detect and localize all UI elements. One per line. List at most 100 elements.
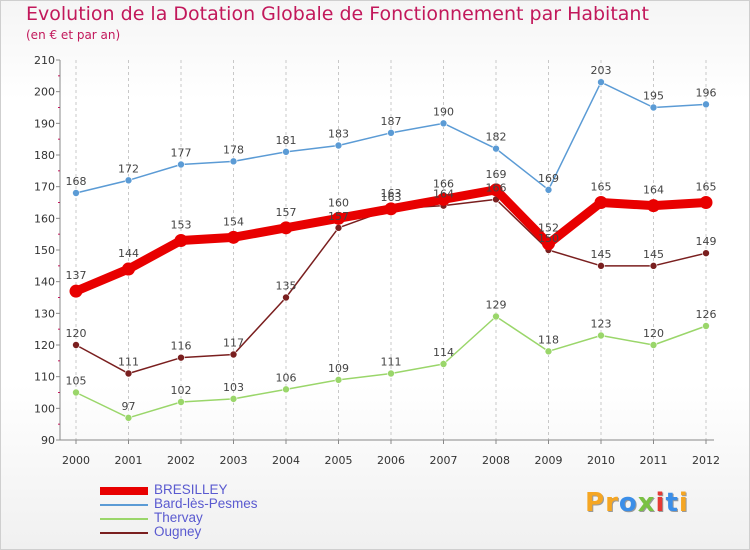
legend-label: Thervay [154, 510, 203, 525]
x-tick-label: 2006 [377, 454, 405, 467]
y-tick-label: 100 [34, 402, 55, 415]
y-tick-label: 160 [34, 212, 55, 225]
data-point-ougney [124, 369, 133, 378]
data-label-bresilley: 166 [433, 177, 454, 190]
y-tick-label: 170 [34, 181, 55, 194]
legend-label: Ougney [154, 524, 202, 539]
x-tick-label: 2005 [325, 454, 353, 467]
data-point-bresilley [122, 262, 135, 276]
data-label-bresilley: 164 [643, 184, 664, 197]
data-label-ougney: 166 [486, 181, 507, 194]
data-label-thervay: 126 [696, 308, 717, 321]
legend-swatch [100, 504, 148, 506]
x-tick-label: 2009 [535, 454, 563, 467]
data-label-thervay: 123 [591, 318, 612, 331]
data-label-ougney: 145 [643, 248, 664, 261]
data-label-bard-l-s-pesmes: 195 [643, 90, 664, 103]
data-label-thervay: 120 [643, 327, 664, 340]
legend-swatch [100, 518, 148, 520]
data-point-bresilley [699, 196, 713, 209]
data-point-bresilley [384, 202, 398, 216]
data-point-bresilley [69, 284, 83, 298]
data-label-bard-l-s-pesmes: 177 [171, 147, 192, 160]
data-point-ougney [72, 341, 80, 349]
legend-item-thervay: Thervay [100, 510, 350, 526]
data-label-bard-l-s-pesmes: 172 [118, 162, 139, 175]
y-tick-label: 150 [34, 244, 55, 257]
y-tick-label: 130 [34, 307, 55, 320]
y-tick-label: 210 [34, 54, 55, 67]
proxiti-logo: Proxiti [585, 488, 689, 518]
data-label-thervay: 111 [381, 356, 402, 369]
data-label-ougney: 120 [66, 327, 87, 340]
legend-label: Bard-lès-Pesmes [154, 496, 258, 511]
data-point-bard-l-s-pesmes [439, 119, 448, 128]
logo-letter: P [585, 488, 606, 518]
data-point-thervay [334, 376, 343, 384]
line-chart: 90 100 110 120 130 140 150 160 170 180 190 200 210 20… [34, 54, 720, 467]
data-point-bard-l-s-pesmes [72, 189, 80, 197]
axes: 90 100 110 120 130 140 150 160 170 180 190 200 210 20… [34, 54, 720, 467]
data-point-ougney [702, 249, 710, 257]
data-label-ougney: 145 [591, 248, 612, 261]
data-label-ougney: 116 [171, 340, 192, 353]
data-label-ougney: 111 [118, 356, 139, 369]
data-label-ougney: 164 [433, 188, 454, 201]
data-point-bresilley [437, 192, 450, 206]
data-label-bard-l-s-pesmes: 181 [276, 134, 297, 147]
x-tick-label: 2012 [692, 454, 720, 467]
data-point-bresilley [227, 230, 240, 244]
data-label-thervay: 114 [433, 346, 454, 359]
y-tick-label: 90 [41, 434, 55, 447]
data-label-ougney: 117 [223, 337, 244, 350]
data-label-thervay: 129 [486, 299, 507, 312]
data-point-thervay [72, 388, 80, 397]
data-label-ougney: 150 [538, 232, 559, 245]
logo-letter: i [678, 488, 689, 518]
logo-letter: i [655, 488, 666, 518]
data-label-bresilley: 157 [276, 206, 297, 219]
data-labels: 168 172 177 178 181 183 187 190 182 169 203 195 196 1… [66, 64, 717, 413]
data-point-ougney [229, 350, 238, 359]
data-point-thervay [649, 341, 658, 349]
logo-letter: t [665, 488, 679, 518]
chart-subtitle: (en € et par an) [26, 28, 121, 42]
data-label-thervay: 109 [328, 362, 349, 375]
data-point-ougney [282, 293, 290, 302]
data-point-bresilley [332, 211, 345, 225]
logo-letter: r [605, 488, 619, 518]
data-point-bard-l-s-pesmes [544, 186, 553, 194]
x-tick-label: 2011 [640, 454, 668, 467]
data-label-bard-l-s-pesmes: 203 [591, 64, 612, 77]
data-point-bard-l-s-pesmes [649, 103, 658, 112]
data-label-bresilley: 152 [538, 222, 559, 235]
data-label-thervay: 106 [276, 371, 297, 384]
legend-item-bresilley: BRESILLEY [100, 482, 350, 498]
y-tick-label: 180 [34, 149, 55, 162]
data-point-bard-l-s-pesmes [124, 176, 133, 185]
data-point-thervay [229, 395, 238, 403]
data-label-thervay: 102 [171, 384, 192, 397]
data-label-ougney: 135 [276, 280, 297, 293]
data-label-bard-l-s-pesmes: 196 [696, 86, 717, 99]
x-tick-label: 2001 [115, 454, 143, 467]
data-point-ougney [597, 262, 605, 270]
data-label-thervay: 103 [223, 381, 244, 394]
legend-swatch [100, 487, 148, 495]
data-point-bard-l-s-pesmes [229, 157, 238, 166]
data-point-bard-l-s-pesmes [334, 141, 343, 150]
data-label-bard-l-s-pesmes: 178 [223, 143, 244, 156]
data-point-thervay [387, 369, 395, 378]
data-label-bresilley: 165 [696, 181, 717, 194]
data-label-bresilley: 137 [66, 269, 87, 282]
data-point-thervay [282, 385, 290, 394]
y-tick-label: 110 [34, 371, 55, 384]
data-point-bresilley [279, 221, 293, 235]
y-tick-label: 140 [34, 276, 55, 289]
data-point-thervay [439, 360, 448, 368]
legend-item-ougney: Ougney [100, 524, 350, 540]
data-point-bard-l-s-pesmes [177, 160, 185, 169]
data-label-bresilley: 169 [486, 168, 507, 181]
y-tick-label: 190 [34, 117, 55, 130]
legend-item-bard-l-s-pesmes: Bard-lès-Pesmes [100, 496, 350, 512]
